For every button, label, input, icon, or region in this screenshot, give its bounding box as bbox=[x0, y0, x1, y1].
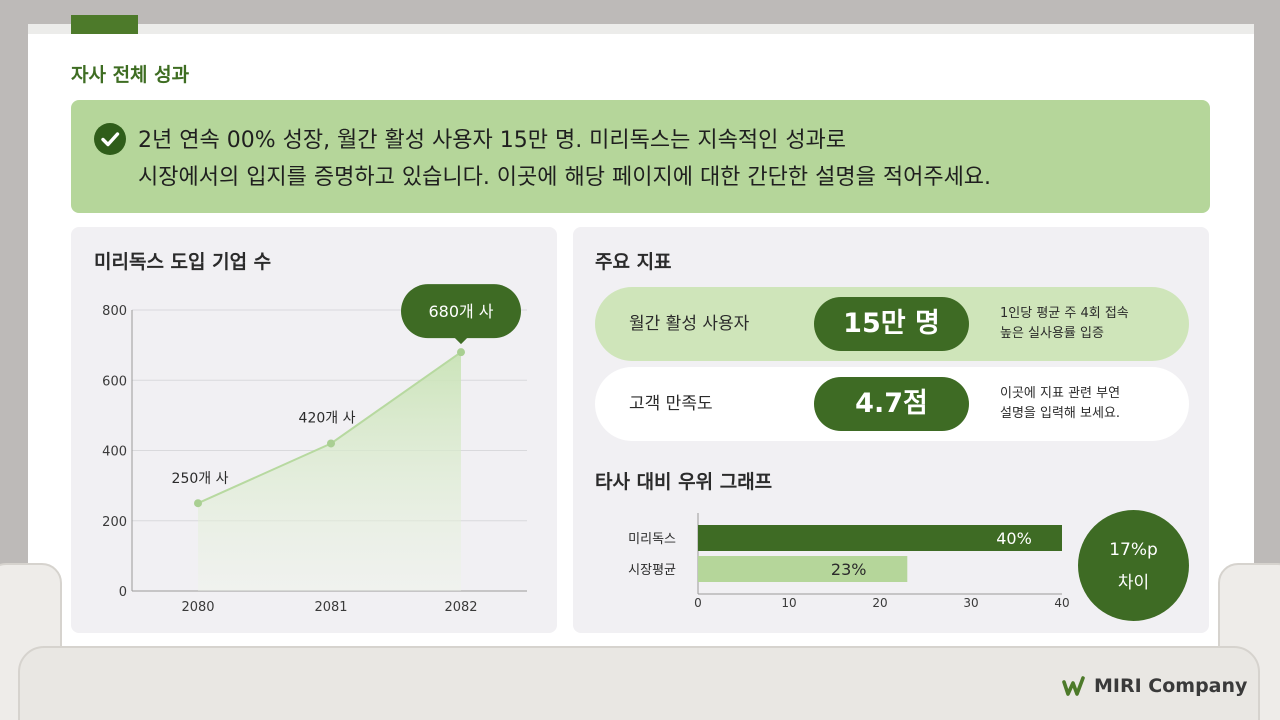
x-tick-label: 2080 bbox=[181, 600, 214, 615]
metric-note-line-1: 1인당 평균 주 4회 접속 bbox=[1000, 306, 1129, 321]
metric-note-line-2: 설명을 입력해 보세요. bbox=[1000, 406, 1121, 421]
check-circle-icon bbox=[94, 123, 126, 155]
highlight-label: 680개 사 bbox=[428, 302, 493, 321]
value-label: 40% bbox=[996, 529, 1032, 548]
x-tick-label: 0 bbox=[694, 596, 702, 610]
area-fill bbox=[198, 352, 461, 591]
brand-logo-icon bbox=[1062, 676, 1085, 696]
bar bbox=[698, 525, 1062, 551]
x-tick-label: 40 bbox=[1054, 596, 1069, 610]
page-title: 자사 전체 성과 bbox=[71, 64, 190, 86]
x-tick-label: 2081 bbox=[314, 600, 347, 615]
y-tick-label: 600 bbox=[102, 374, 127, 389]
metric-note-line-2: 높은 실사용률 입증 bbox=[1000, 326, 1104, 341]
y-tick-label: 200 bbox=[102, 515, 127, 530]
category-label: 시장평균 bbox=[628, 563, 676, 578]
x-tick-label: 20 bbox=[872, 596, 887, 610]
highlight-callout-pointer bbox=[454, 337, 468, 345]
adoption-chart-panel: 미리독스 도입 기업 수 0 200 400 600 800 2080 2081 2082 25… bbox=[71, 227, 557, 633]
difference-badge: 17%p 차이 bbox=[1078, 510, 1189, 621]
comparison-bar-chart: 미리독스 40% 시장평균 23% 0 10 20 30 40 bbox=[628, 513, 1070, 610]
y-tick-label: 800 bbox=[102, 304, 127, 319]
y-tick-label: 0 bbox=[119, 585, 127, 600]
brand-footer: MIRI Company bbox=[1062, 672, 1247, 700]
metric-note-line-1: 이곳에 지표 관련 부연 bbox=[1000, 386, 1121, 401]
key-metrics-panel: 주요 지표 월간 활성 사용자 15만 명 1인당 평균 주 4회 접속 높은 … bbox=[573, 227, 1209, 633]
metric-label: 월간 활성 사용자 bbox=[629, 314, 750, 334]
key-metrics-title: 주요 지표 bbox=[595, 251, 672, 273]
slide-tab-marker bbox=[71, 15, 138, 34]
metric-note: 1인당 평균 주 4회 접속 높은 실사용률 입증 bbox=[1000, 304, 1180, 344]
window-top-bar bbox=[0, 0, 1280, 24]
adoption-line-chart: 0 200 400 600 800 2080 2081 2082 250개 사 420개 사 680… bbox=[102, 284, 527, 615]
brand-name: MIRI Company bbox=[1094, 675, 1248, 697]
metric-row-mau: 월간 활성 사용자 15만 명 1인당 평균 주 4회 접속 높은 실사용률 입… bbox=[595, 287, 1189, 361]
highlight-callout bbox=[401, 284, 521, 339]
difference-label: 차이 bbox=[1117, 573, 1150, 593]
value-label: 23% bbox=[831, 560, 867, 579]
category-label: 미리독스 bbox=[628, 532, 676, 547]
difference-value: 17%p bbox=[1109, 540, 1158, 560]
y-tick-label: 400 bbox=[102, 445, 127, 460]
summary-banner: 2년 연속 00% 성장, 월간 활성 사용자 15만 명. 미리독스는 지속적… bbox=[71, 100, 1210, 213]
metric-label: 고객 만족도 bbox=[629, 394, 713, 414]
x-tick-label: 2082 bbox=[444, 600, 477, 615]
metric-value-pill: 15만 명 bbox=[814, 297, 969, 351]
data-label: 250개 사 bbox=[172, 471, 229, 487]
bar bbox=[698, 556, 908, 582]
x-tick-label: 10 bbox=[781, 596, 796, 610]
banner-line-1: 2년 연속 00% 성장, 월간 활성 사용자 15만 명. 미리독스는 지속적… bbox=[138, 128, 847, 153]
footer-bar bbox=[18, 646, 1260, 720]
data-point bbox=[194, 499, 202, 508]
metric-value-pill: 4.7점 bbox=[814, 377, 969, 431]
data-label: 420개 사 bbox=[299, 410, 356, 426]
metric-row-satisfaction: 고객 만족도 4.7점 이곳에 지표 관련 부연 설명을 입력해 보세요. bbox=[595, 367, 1189, 441]
data-point bbox=[327, 439, 335, 448]
x-tick-label: 30 bbox=[963, 596, 978, 610]
data-point bbox=[457, 348, 465, 357]
metric-note: 이곳에 지표 관련 부연 설명을 입력해 보세요. bbox=[1000, 384, 1180, 424]
banner-line-2: 시장에서의 입지를 증명하고 있습니다. 이곳에 해당 페이지에 대한 간단한 … bbox=[138, 165, 992, 190]
adoption-chart-title: 미리독스 도입 기업 수 bbox=[94, 251, 272, 273]
comparison-chart-title: 타사 대비 우위 그래프 bbox=[595, 471, 773, 493]
banner-text: 2년 연속 00% 성장, 월간 활성 사용자 15만 명. 미리독스는 지속적… bbox=[138, 122, 1188, 196]
